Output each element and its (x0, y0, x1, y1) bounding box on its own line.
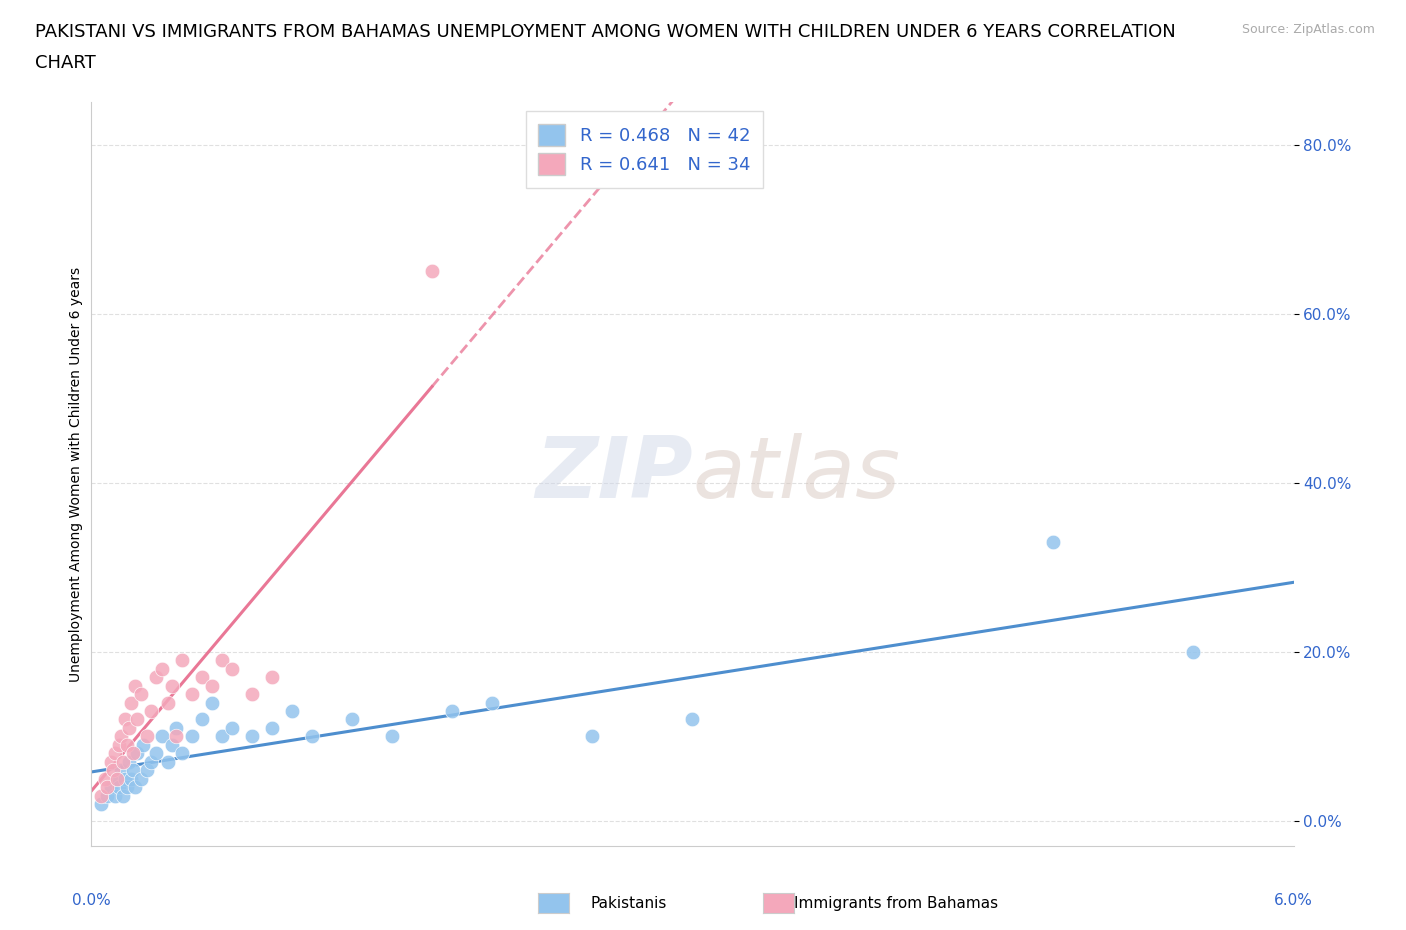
Point (211, 653, 233, 668)
Point (156, 754, 179, 769)
Point (141, 704, 163, 719)
Point (160, 737, 183, 752)
Point (581, 729, 603, 744)
Point (240, 686, 263, 701)
Point (221, 661, 243, 676)
Point (145, 746, 167, 761)
Text: 6.0%: 6.0% (1274, 893, 1313, 908)
Point (170, 746, 193, 761)
Point (136, 729, 159, 744)
Point (481, 695, 503, 710)
Point (122, 746, 145, 761)
Point (240, 729, 263, 744)
Point (420, 264, 443, 279)
Point (190, 670, 212, 684)
Point (127, 712, 149, 727)
Y-axis label: Unemployment Among Women with Children Under 6 years: Unemployment Among Women with Children U… (69, 267, 83, 682)
Point (1182, 644, 1205, 659)
Point (108, 737, 131, 752)
Point (141, 754, 163, 769)
Point (124, 779, 146, 794)
Point (221, 721, 243, 736)
Point (127, 746, 149, 761)
Point (110, 729, 132, 744)
Point (440, 704, 463, 719)
Point (112, 788, 135, 803)
Point (156, 695, 179, 710)
Text: CHART: CHART (35, 54, 96, 72)
Point (381, 729, 404, 744)
Text: Immigrants from Bahamas: Immigrants from Bahamas (794, 897, 998, 911)
Point (90, 788, 112, 803)
Point (132, 737, 155, 752)
Point (200, 695, 222, 710)
Point (180, 729, 202, 744)
Text: ZIP: ZIP (534, 432, 692, 516)
Text: Source: ZipAtlas.com: Source: ZipAtlas.com (1241, 23, 1375, 36)
Point (103, 763, 125, 777)
Point (1042, 535, 1064, 550)
Text: 0.0%: 0.0% (72, 893, 111, 908)
Point (681, 712, 703, 727)
Point (100, 779, 122, 794)
Point (121, 771, 143, 786)
Point (117, 779, 139, 794)
Point (96, 779, 118, 794)
Point (114, 771, 136, 786)
Point (131, 686, 153, 701)
Point (301, 729, 323, 744)
Point (117, 737, 139, 752)
Point (107, 771, 129, 786)
Point (211, 729, 233, 744)
Point (112, 754, 135, 769)
Point (136, 763, 159, 777)
Point (100, 754, 122, 769)
Point (260, 721, 283, 736)
Point (118, 754, 141, 769)
Point (104, 788, 127, 803)
Point (131, 771, 153, 786)
Point (165, 721, 187, 736)
Point (114, 712, 136, 727)
Point (145, 670, 167, 684)
Text: PAKISTANI VS IMMIGRANTS FROM BAHAMAS UNEMPLOYMENT AMONG WOMEN WITH CHILDREN UNDE: PAKISTANI VS IMMIGRANTS FROM BAHAMAS UNE… (35, 23, 1175, 41)
Text: atlas: atlas (692, 432, 900, 516)
Point (118, 721, 141, 736)
Point (150, 661, 173, 676)
Point (165, 729, 187, 744)
Point (90, 797, 112, 812)
Point (180, 686, 202, 701)
Point (122, 763, 145, 777)
Point (108, 779, 131, 794)
Point (200, 678, 222, 693)
Point (96, 788, 118, 803)
Point (124, 678, 146, 693)
Point (104, 746, 127, 761)
Point (190, 712, 212, 727)
Point (160, 678, 183, 693)
Point (170, 653, 193, 668)
Point (121, 695, 143, 710)
Point (260, 670, 283, 684)
Point (94, 771, 117, 786)
Point (110, 763, 132, 777)
Point (280, 704, 302, 719)
Point (150, 729, 173, 744)
Point (340, 712, 363, 727)
Legend: R = 0.468   N = 42, R = 0.641   N = 34: R = 0.468 N = 42, R = 0.641 N = 34 (526, 112, 763, 188)
Text: Pakistanis: Pakistanis (591, 897, 666, 911)
Point (107, 771, 129, 786)
